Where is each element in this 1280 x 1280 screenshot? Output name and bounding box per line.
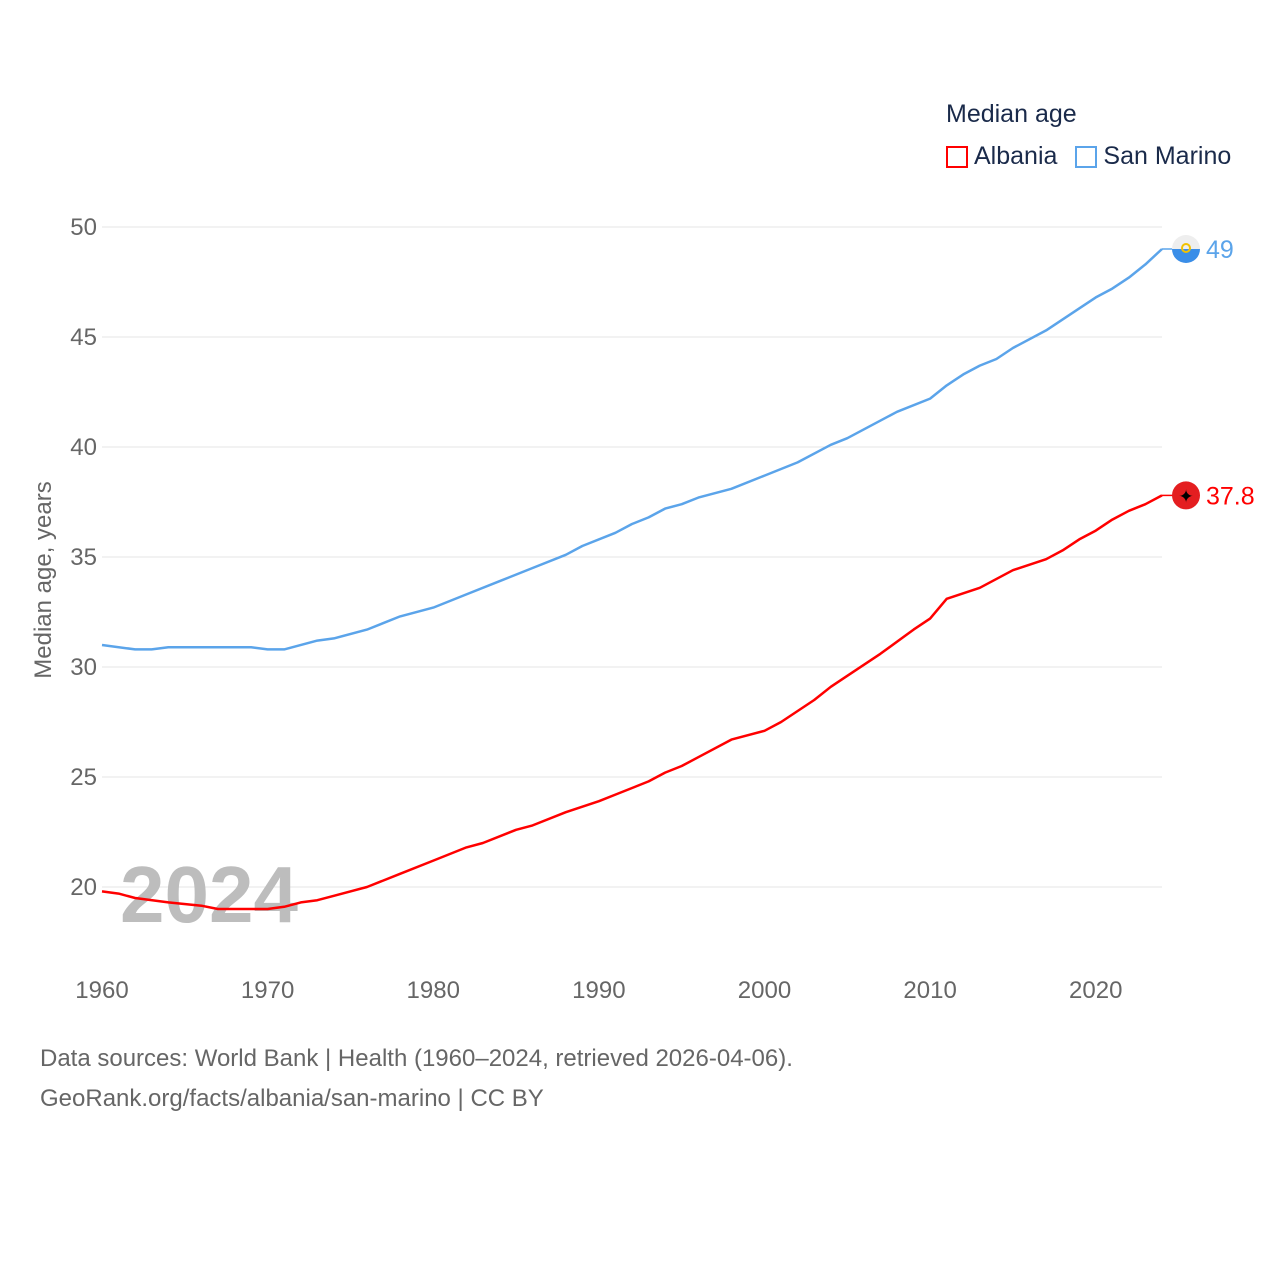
san-marino-flag-blue-half — [1172, 249, 1200, 263]
y-tick-label: 50 — [70, 214, 97, 241]
end-label-san-marino: 49 — [1206, 236, 1234, 264]
x-tick-label: 2010 — [903, 977, 956, 1004]
x-tick-label: 1970 — [241, 977, 294, 1004]
y-axis-label: Median age, years — [30, 481, 57, 678]
series-line-san-marino — [101, 248, 1163, 651]
end-label-albania: 37.8 — [1206, 482, 1255, 510]
x-tick-label: 2020 — [1069, 977, 1122, 1004]
y-tick-label: 40 — [70, 434, 97, 461]
legend-label-albania: Albania — [974, 142, 1058, 170]
legend-item-albania[interactable]: Albania — [946, 142, 1057, 171]
x-tick-label: 1960 — [75, 977, 128, 1004]
footer-sources: Data sources: World Bank | Health (1960–… — [40, 1045, 793, 1072]
y-tick-label: 25 — [70, 764, 97, 791]
legend: Albania San Marino — [946, 142, 1231, 171]
legend-swatch-san-marino — [1075, 145, 1098, 168]
y-tick-label: 35 — [70, 544, 97, 571]
y-tick-label: 30 — [70, 654, 97, 681]
albania-eagle-icon: ✦ — [1178, 486, 1193, 506]
year-watermark: 2024 — [120, 850, 298, 939]
legend-swatch-albania — [946, 145, 968, 168]
legend-label-san-marino: San Marino — [1103, 142, 1232, 170]
y-tick-label: 45 — [70, 324, 97, 351]
x-tick-label: 1980 — [407, 977, 460, 1004]
footer-link[interactable]: GeoRank.org/facts/albania/san-marino | C… — [40, 1085, 544, 1112]
albania-flag-icon — [1172, 481, 1200, 510]
legend-title: Median age — [946, 100, 1077, 128]
y-tick-label: 20 — [70, 874, 97, 901]
x-tick-label: 1990 — [572, 977, 625, 1004]
legend-item-san-marino[interactable]: San Marino — [1075, 142, 1231, 171]
san-marino-crest-icon — [1181, 243, 1191, 253]
series-line-albania — [101, 494, 1163, 911]
x-tick-label: 2000 — [738, 977, 791, 1004]
